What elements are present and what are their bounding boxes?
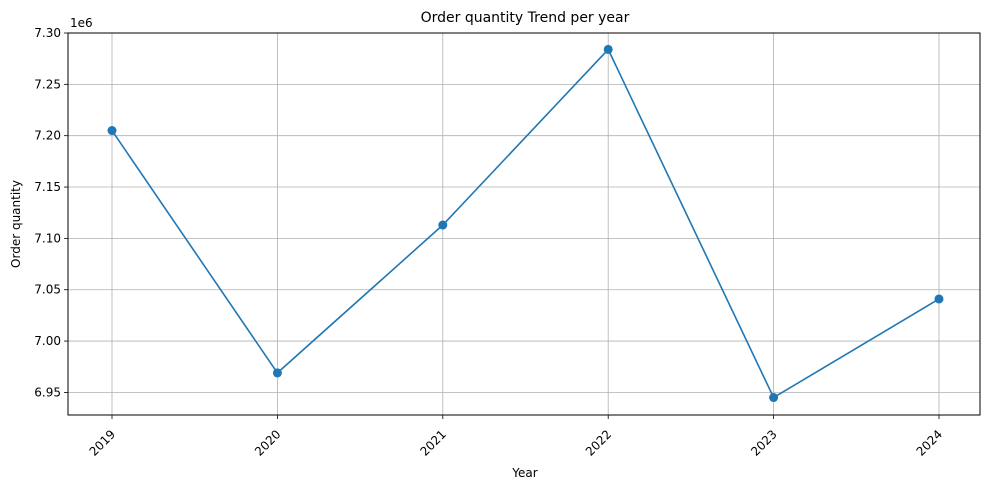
y-tick-label: 7.15 bbox=[34, 180, 61, 194]
plot-area bbox=[68, 33, 980, 415]
y-tick-label: 7.25 bbox=[34, 77, 61, 91]
y-tick-label: 7.00 bbox=[34, 334, 61, 348]
data-point bbox=[603, 44, 613, 54]
y-tick-label: 7.30 bbox=[34, 26, 61, 40]
y-axis-label: Order quantity bbox=[9, 180, 23, 268]
y-tick-label: 6.95 bbox=[34, 385, 61, 399]
chart-title: Order quantity Trend per year bbox=[421, 10, 630, 26]
y-tick-label: 7.20 bbox=[34, 129, 61, 143]
data-point bbox=[934, 294, 944, 304]
series-layer bbox=[107, 44, 944, 403]
y-tick-label: 7.10 bbox=[34, 231, 61, 245]
data-point bbox=[107, 126, 117, 136]
plot-frame bbox=[67, 32, 981, 416]
y-axis-ticks: 6.95 7.00 7.05 7.10 7.15 7.20 7.25 7.30 bbox=[34, 26, 68, 399]
y-tick-label: 7.05 bbox=[34, 283, 61, 297]
y-axis-offset-label: 1e6 bbox=[70, 16, 93, 30]
series-line bbox=[111, 48, 940, 399]
data-point bbox=[769, 393, 779, 403]
data-point bbox=[272, 368, 282, 378]
data-point bbox=[438, 220, 448, 230]
x-axis-label: Year bbox=[511, 466, 537, 480]
